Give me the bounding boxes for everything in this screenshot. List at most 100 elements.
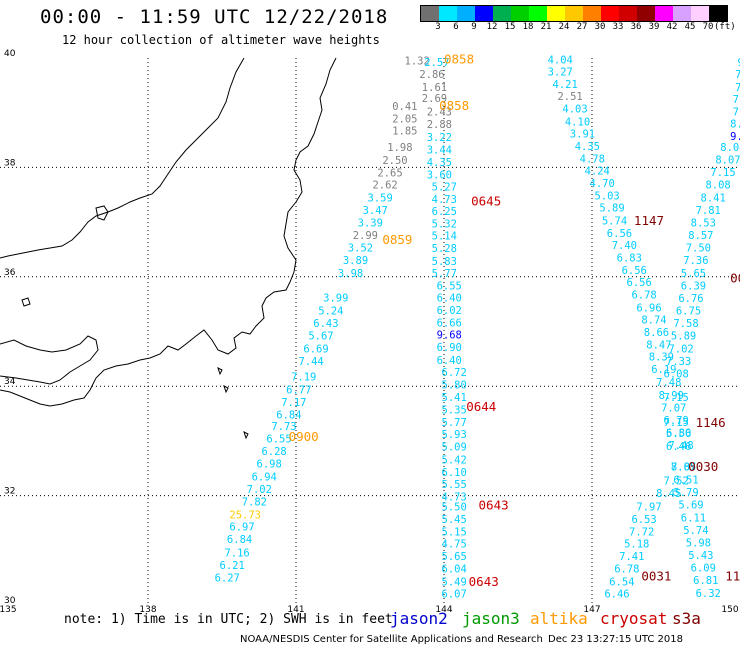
wave-height-value: 8.04: [720, 142, 740, 154]
legend-swatch: [601, 6, 619, 21]
wave-height-value: 5.65: [681, 268, 706, 280]
wave-height-value: 5.77: [442, 417, 467, 429]
legend-label: 45: [684, 22, 696, 32]
wave-height-value: 1.85: [392, 126, 417, 138]
wave-height-value: 2.88: [427, 119, 452, 131]
wave-height-value: 7.9: [733, 106, 740, 118]
wave-height-value: 5.77: [432, 268, 457, 280]
pass-time-label: 0030: [688, 459, 718, 474]
wave-height-value: 6.09: [691, 563, 716, 575]
y-tick-label: 30: [4, 596, 16, 606]
legend-label: 24: [558, 22, 570, 32]
wave-height-value: 5.89: [671, 331, 696, 343]
wave-height-value: 3.39: [358, 217, 383, 229]
wave-height-value: 6.10: [442, 467, 467, 479]
wave-height-value: 5.55: [442, 479, 467, 491]
page-subtitle: 12 hour collection of altimeter wave hei…: [62, 33, 380, 47]
wave-height-value: 25.73: [229, 510, 261, 522]
pass-time-label: 1145: [725, 568, 740, 583]
wave-height-value: 9.68: [437, 330, 462, 342]
wave-height-value: 7.15: [664, 417, 689, 429]
wave-height-value: 8.99: [659, 390, 684, 402]
y-tick-label: 36: [4, 268, 16, 278]
wave-height-value: 5.41: [442, 392, 467, 404]
wave-height-value: 8.66: [644, 327, 669, 339]
wave-height-value: 5.67: [308, 331, 333, 343]
wave-height-value: 3.59: [368, 192, 393, 204]
wave-height-value: 6.77: [286, 384, 311, 396]
oki-island: [21, 297, 31, 307]
wave-height-value: 6.66: [437, 318, 462, 330]
wave-height-value: 7.36: [683, 255, 708, 267]
wave-height-value: 6.69: [303, 343, 328, 355]
wave-height-value: 6.11: [681, 512, 706, 524]
pass-time-labels: 0858 0858 0859 0900 0645 0644 0643 0643 1147 1146…: [289, 51, 740, 588]
wave-height-value: 4.10: [565, 116, 590, 128]
page-title: 00:00 - 11:59 UTC 12/22/2018: [40, 6, 389, 28]
x-tick-label: 150: [721, 605, 738, 615]
wave-height-value: 9: [738, 57, 740, 69]
wave-height-value: 6.84: [227, 534, 252, 546]
wave-height-value: 7.17: [281, 397, 306, 409]
honshu-east-coast: [0, 57, 337, 407]
wave-height-value: 5.83: [432, 256, 457, 268]
wave-height-value: 3.98: [338, 268, 363, 280]
wave-height-value: 8.47: [646, 339, 671, 351]
wave-height-value: 7.81: [696, 205, 721, 217]
wave-height-value: 2.86: [419, 69, 444, 81]
legend-swatch: [619, 6, 637, 21]
wave-height-value: 7.19: [291, 372, 316, 384]
wave-height-value: 6.27: [215, 572, 240, 584]
wave-height-value: 6.97: [229, 522, 254, 534]
legend-label: 3: [435, 22, 441, 32]
wave-height-value: 2.43: [427, 106, 452, 118]
x-tick-label: 138: [139, 605, 156, 615]
wave-height-value: 7.72: [629, 527, 654, 539]
wave-height-value: 4.03: [562, 104, 587, 116]
wave-height-value: 5.24: [318, 306, 343, 318]
satellite-label: cryosat: [600, 609, 668, 628]
satellite-label: jason2: [390, 609, 448, 628]
legend-swatch: [655, 6, 673, 21]
wave-height-value: 3.91: [570, 128, 595, 140]
wave-height-value: 6.96: [636, 302, 661, 314]
wave-height-value: 7.02: [668, 343, 693, 355]
wave-height-value: 3.47: [363, 205, 388, 217]
wave-height-value: 2.57: [424, 57, 449, 69]
y-tick-label: 32: [4, 487, 15, 497]
wave-height-value: 7.: [735, 69, 740, 81]
wave-height-value: 2.50: [382, 155, 407, 167]
wave-height-value: 4.35: [575, 141, 600, 153]
wave-height-value: 7.48: [656, 377, 681, 389]
wave-height-value: 3.44: [427, 145, 452, 157]
wave-height-value: 7.07: [661, 402, 686, 414]
legend-label: 6: [453, 22, 459, 32]
wave-height-value: 5.18: [624, 539, 649, 551]
wave-height-value: 8.39: [649, 351, 674, 363]
wave-height-value: 5.56: [666, 428, 691, 440]
pass-time-label: 0858: [444, 51, 474, 66]
satellite-label: altika: [530, 609, 588, 628]
shikoku-coast: [0, 335, 99, 385]
pass-time-label: 0031: [641, 568, 671, 583]
wave-height-value: 7.05: [671, 461, 696, 473]
wave-height-value: 4.21: [553, 79, 578, 91]
wave-height-value: 6.21: [220, 560, 245, 572]
wave-height-value: 5.80: [442, 379, 467, 391]
wave-height-value: 5.45: [442, 514, 467, 526]
legend-swatch: [529, 6, 547, 21]
wave-height-value: 6.54: [609, 576, 634, 588]
wave-height-value: 5.74: [602, 215, 627, 227]
wave-height-value: 8.85: [730, 118, 740, 130]
wave-height-value: 6.19: [651, 364, 676, 376]
wave-height-value: 3.99: [323, 292, 348, 304]
satellite-label: s3a: [672, 609, 701, 628]
x-tick-label: 135: [0, 605, 17, 615]
legend-label: 30: [594, 22, 606, 32]
wave-height-value: 6.04: [442, 564, 467, 576]
legend-swatch: [439, 6, 457, 21]
wave-height-value: 6.56: [622, 265, 647, 277]
wave-height-value: 8.45: [656, 488, 681, 500]
wave-height-value: 2.62: [372, 180, 397, 192]
legend-label: 21: [540, 22, 552, 32]
